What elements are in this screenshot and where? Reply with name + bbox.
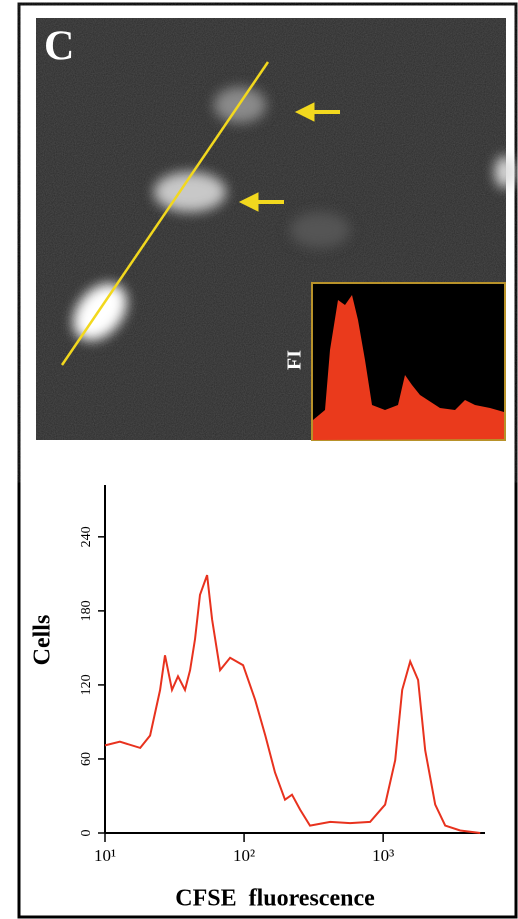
inset-profile xyxy=(313,295,504,440)
inset-label: FI xyxy=(284,350,306,370)
x-tick-label: 10¹ xyxy=(94,846,116,865)
micrograph: C FI xyxy=(36,18,515,441)
y-tick-label: 0 xyxy=(79,830,94,837)
x-tick-label: 10³ xyxy=(372,846,394,865)
histogram-line xyxy=(104,574,481,834)
y-tick-label: 120 xyxy=(79,674,94,695)
x-axis-title: CFSE fluorescence xyxy=(175,886,375,912)
frame xyxy=(17,2,518,919)
y-tick-label: 60 xyxy=(79,752,94,766)
histogram: 0 60 120 180 240 10¹ 10² 10³ CFSE fluorescence Ce… xyxy=(30,485,485,912)
y-tick-label: 240 xyxy=(79,526,94,547)
y-axis-title: Cells xyxy=(30,615,56,666)
y-tick-label: 180 xyxy=(79,600,94,621)
panel-label: C xyxy=(44,24,74,70)
x-tick-label: 10² xyxy=(233,846,255,865)
